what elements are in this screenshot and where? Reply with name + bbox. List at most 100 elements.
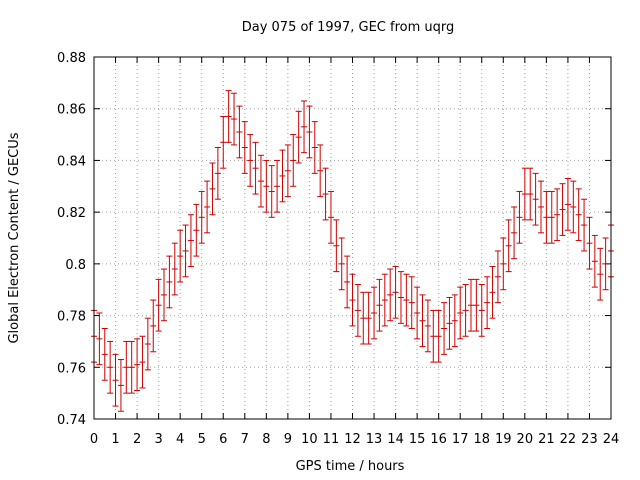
x-tick-label: 1 (111, 432, 119, 447)
error-bar-point (295, 110, 302, 164)
error-bar-point (387, 268, 394, 322)
error-bar-point (349, 273, 356, 327)
x-tick-label: 13 (366, 432, 383, 447)
error-bar-point (408, 276, 415, 329)
error-bar-point (446, 296, 453, 350)
data-series (91, 90, 614, 412)
y-tick-label: 0.74 (57, 413, 86, 428)
error-bar-point (322, 167, 329, 221)
error-bar-point (597, 247, 604, 301)
error-bar-point (123, 340, 130, 394)
error-bar-point (414, 286, 421, 340)
error-bar-point (494, 250, 501, 304)
x-tick-label: 10 (301, 432, 318, 447)
error-bar-point (511, 206, 518, 260)
error-bar-point (247, 134, 254, 187)
error-bar-point (263, 159, 270, 213)
error-bar-point (107, 340, 114, 394)
y-tick-label: 0.88 (57, 51, 86, 66)
error-bar-point (344, 255, 351, 309)
x-tick-label: 5 (198, 432, 206, 447)
x-tick-label: 24 (603, 432, 620, 447)
error-bar-point (301, 100, 308, 154)
error-bar-point (101, 328, 108, 381)
error-bar-point (279, 149, 286, 203)
x-tick-label: 0 (90, 432, 98, 447)
error-bar-point (231, 92, 238, 146)
error-bar-point (311, 121, 318, 174)
y-tick-label: 0.82 (57, 206, 86, 221)
error-bar-point (484, 276, 491, 329)
error-bar-point (274, 159, 281, 213)
error-bar-point (268, 165, 275, 218)
error-bar-point (397, 271, 404, 324)
x-tick-label: 21 (538, 432, 555, 447)
x-tick-label: 12 (344, 432, 361, 447)
error-bar-point (166, 255, 173, 309)
error-bar-point (150, 299, 157, 353)
grid (93, 56, 612, 420)
error-bar-point (354, 284, 361, 337)
error-bar-point (500, 237, 507, 291)
error-bar-point (554, 188, 561, 242)
error-bar-point (559, 183, 566, 236)
y-axis-title: Global Electron Content / GECUs (7, 132, 22, 343)
error-bar-point (139, 335, 146, 389)
error-bar-point (473, 278, 480, 332)
error-bar-point (586, 216, 593, 270)
x-axis-ticks: 0 1 2 3 4 5 6 7 8 9 10 11 12 13 14 15 16 17 18 19 20 21 22 23 24 (90, 57, 619, 447)
error-bar-point (187, 214, 194, 267)
error-bar-point (591, 234, 598, 288)
plot-frame (93, 56, 612, 420)
error-bar-point (128, 340, 135, 394)
x-tick-label: 19 (495, 432, 512, 447)
error-bar-point (575, 188, 582, 242)
x-tick-label: 16 (430, 432, 447, 447)
error-bar-point (134, 338, 141, 392)
error-bar-point (430, 309, 437, 363)
error-bar-point (602, 237, 609, 291)
y-tick-label: 0.86 (57, 103, 86, 118)
error-bar-point (161, 268, 168, 322)
x-tick-label: 11 (323, 432, 340, 447)
error-bar-point (537, 180, 544, 234)
x-tick-label: 2 (133, 432, 141, 447)
x-tick-label: 17 (452, 432, 469, 447)
error-bar-point (360, 291, 367, 345)
x-tick-label: 14 (387, 432, 404, 447)
x-tick-label: 8 (262, 432, 270, 447)
error-bar-point (457, 286, 464, 340)
error-bar-point (419, 294, 426, 348)
error-bar-point (171, 242, 178, 296)
error-bar-point (284, 144, 291, 198)
x-tick-label: 7 (241, 432, 249, 447)
x-tick-label: 18 (473, 432, 490, 447)
error-bar-point (403, 273, 410, 327)
error-bar-point (220, 115, 227, 169)
error-bar-point (581, 198, 588, 252)
error-bar-point (516, 190, 523, 244)
error-bar-point (204, 180, 211, 234)
error-bar-point (462, 284, 469, 337)
error-bar-point (548, 190, 555, 244)
error-bar-point (144, 317, 151, 371)
error-bar-point (96, 312, 103, 366)
y-tick-label: 0.78 (57, 310, 86, 325)
error-bar-point (527, 167, 534, 221)
error-bar-point (467, 278, 474, 332)
error-bar-point (570, 180, 577, 234)
error-bar-point (236, 105, 243, 159)
error-bar-point (327, 190, 334, 244)
error-bar-point (155, 278, 162, 332)
error-bar-point (376, 278, 383, 332)
x-tick-label: 23 (581, 432, 598, 447)
x-tick-label: 15 (409, 432, 426, 447)
error-bar-point (112, 353, 119, 407)
x-tick-label: 4 (176, 432, 184, 447)
error-bar-point (435, 309, 442, 363)
error-bar-point (241, 121, 248, 174)
error-bar-point (209, 162, 216, 216)
error-bar-point (257, 154, 264, 208)
error-bar-point (198, 190, 205, 244)
